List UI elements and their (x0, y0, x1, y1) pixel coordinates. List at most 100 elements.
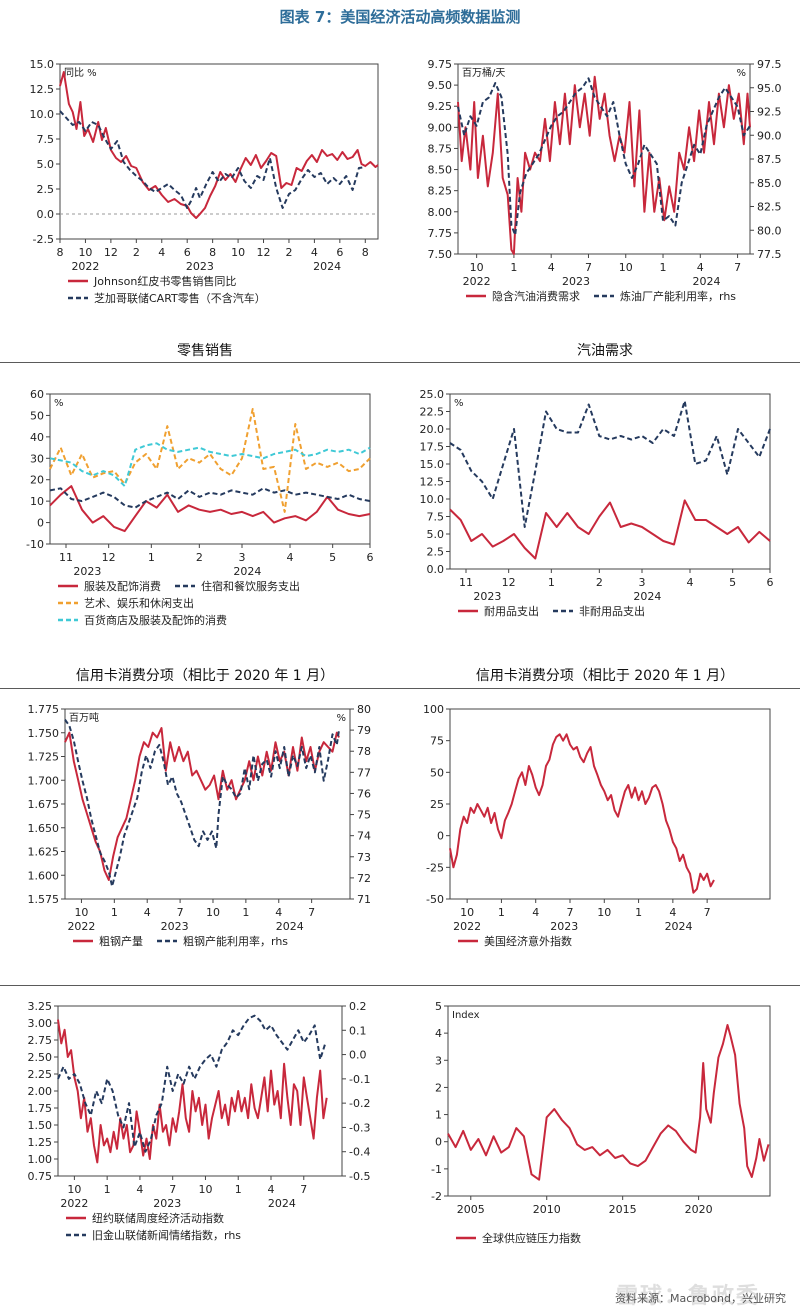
y-tick-label: 50 (30, 409, 44, 422)
y-tick-label: 25.0 (420, 388, 445, 401)
x-tick-label: 6 (336, 246, 343, 259)
x-tick-label: 1 (660, 261, 667, 274)
watermark: 雪球：鲁政委 (615, 1284, 760, 1309)
y-tick-label: 0.0 (37, 208, 55, 221)
legend: 隐含汽油消费需求 炼油厂产能利用率，rhs (466, 289, 736, 303)
legend-label: 耐用品支出 (484, 604, 539, 618)
series-line (457, 75, 751, 255)
y-tick-label: 7.75 (428, 227, 453, 240)
legend-label: 非耐用品支出 (579, 604, 645, 618)
y-tick-label: 2.5 (37, 183, 55, 196)
y-tick-label: 15.0 (420, 458, 445, 471)
legend-label: 住宿和餐饮服务支出 (201, 579, 300, 593)
y-tick-label: 12.5 (420, 476, 445, 489)
y-tick-label: 7.5 (427, 511, 445, 524)
y-axis-left: 0.75 1.00 1.25 1.50 1.75 2.00 2.25 2.50 2.75 3.00… (28, 1000, 58, 1183)
y-axis-right: -0.5 -0.4 -0.3 -0.2 -0.1 0.0 0.1 0.2 (342, 1000, 370, 1183)
series-line (49, 487, 371, 509)
x-tick-label: 10 (67, 1183, 81, 1196)
x-tick-label: 2020 (685, 1203, 713, 1216)
y-axis-left: 1.575 1.600 1.625 1.650 1.675 1.700 1.725 1.750… (28, 703, 65, 906)
section-title-credit-card-2: 信用卡消费分项（相比于 2020 年 1 月） (475, 668, 735, 684)
unit-left-label: 百万桶/天 (462, 66, 505, 79)
y-tick-label: 1.25 (28, 1136, 53, 1149)
x-tick-label: 7 (734, 261, 741, 274)
y-tick-label: 20.0 (420, 423, 445, 436)
x-axis: 10 1 4 7 10 1 4 7 2022 2023 2024 (67, 899, 315, 933)
x-axis: 8 10 12 2 4 6 8 10 12 2 4 6 8 2022 2023 2024 (57, 239, 369, 273)
y-tick-label: 22.5 (420, 406, 445, 419)
x-year-label: 2023 (153, 1197, 181, 1210)
y2-tick-label: 92.5 (757, 106, 782, 119)
x-year-label: 2022 (453, 920, 481, 933)
x-tick-label: 2 (196, 551, 203, 564)
chart-gscpi: -2 -1 0 1 2 3 4 5 Index 2005 2010 2015 2020 全球供应链压力指数 (410, 992, 800, 1277)
x-tick-label: 6 (767, 576, 774, 589)
series-line (59, 110, 366, 209)
legend-label: 粗钢产能利用率，rhs (183, 934, 288, 948)
x-tick-label: 8 (209, 246, 216, 259)
series-line (49, 408, 371, 513)
legend-label: 全球供应链压力指数 (482, 1231, 581, 1245)
y-tick-label: -25 (426, 861, 444, 874)
x-tick-label: 12 (104, 246, 118, 259)
series-line (64, 727, 340, 881)
separator (0, 688, 800, 689)
y-tick-label: 8.00 (428, 206, 453, 219)
series-line (59, 71, 379, 219)
x-axis: 10 1 4 7 10 1 4 7 2022 2023 2024 (60, 1176, 307, 1210)
y-tick-label: -2.5 (33, 233, 54, 246)
x-year-label: 2024 (233, 565, 261, 578)
x-year-label: 2024 (665, 920, 693, 933)
y-tick-label: 2.5 (427, 546, 445, 559)
x-tick-label: 4 (697, 261, 704, 274)
legend-label: 艺术、娱乐和休闲支出 (84, 596, 194, 610)
y-tick-label: 1.750 (28, 727, 60, 740)
x-year-label: 2023 (73, 565, 101, 578)
x-tick-label: 10 (198, 1183, 212, 1196)
y-axis-left: 0.0 2.5 5.0 7.5 10.0 12.5 15.0 17.5 20.0 22.5 25.0 (420, 388, 450, 576)
y-tick-label: 2.00 (28, 1085, 53, 1098)
series-line (447, 1024, 770, 1181)
y2-tick-label: 74 (357, 830, 371, 843)
x-tick-label: 6 (184, 246, 191, 259)
x-tick-label: 1 (111, 906, 118, 919)
x-year-label: 2023 (473, 590, 501, 603)
series-line (57, 1014, 327, 1153)
x-tick-label: 7 (177, 906, 184, 919)
y-tick-label: 3 (435, 1054, 442, 1067)
y2-tick-label: 77.5 (757, 248, 782, 261)
y-axis-left: -10 0 10 20 30 40 50 60 (26, 388, 50, 551)
plot-frame (64, 708, 351, 900)
x-year-label: 2023 (161, 920, 189, 933)
y-axis-left: -2 -1 0 1 2 3 4 5 (431, 1000, 448, 1203)
x-tick-label: 7 (585, 261, 592, 274)
unit-left-label: % (454, 398, 464, 409)
x-year-label: 2022 (67, 920, 95, 933)
x-tick-label: 2010 (533, 1203, 561, 1216)
y-tick-label: 9.00 (428, 121, 453, 134)
y-tick-label: 1.775 (28, 703, 60, 716)
y-tick-label: 1.75 (28, 1102, 53, 1115)
y2-tick-label: 76 (357, 787, 371, 800)
y-tick-label: -2 (431, 1190, 442, 1203)
x-year-label: 2023 (562, 275, 590, 288)
y-tick-label: 30 (30, 452, 44, 465)
y-axis-left: -50 -25 0 25 50 75 100 (423, 703, 450, 906)
section-title-credit-card-1: 信用卡消费分项（相比于 2020 年 1 月） (75, 668, 335, 684)
y-tick-label: 1.600 (28, 869, 60, 882)
unit-right-label: % (736, 68, 746, 79)
unit-left-label: % (54, 398, 64, 409)
plot-frame (59, 63, 379, 240)
y-tick-label: -1 (431, 1163, 442, 1176)
x-tick-label: 5 (729, 576, 736, 589)
section-title-gasoline: 汽油需求 (577, 343, 633, 359)
y2-tick-label: 78 (357, 745, 371, 758)
legend-label: 隐含汽油消费需求 (492, 289, 580, 303)
chart-retail: -2.5 0.0 2.5 5.0 7.5 10.0 12.5 15.0 同比 % 8 10 12 2 4 6… (10, 50, 400, 320)
y-tick-label: 2.50 (28, 1051, 53, 1064)
y-tick-label: 8.25 (428, 185, 453, 198)
